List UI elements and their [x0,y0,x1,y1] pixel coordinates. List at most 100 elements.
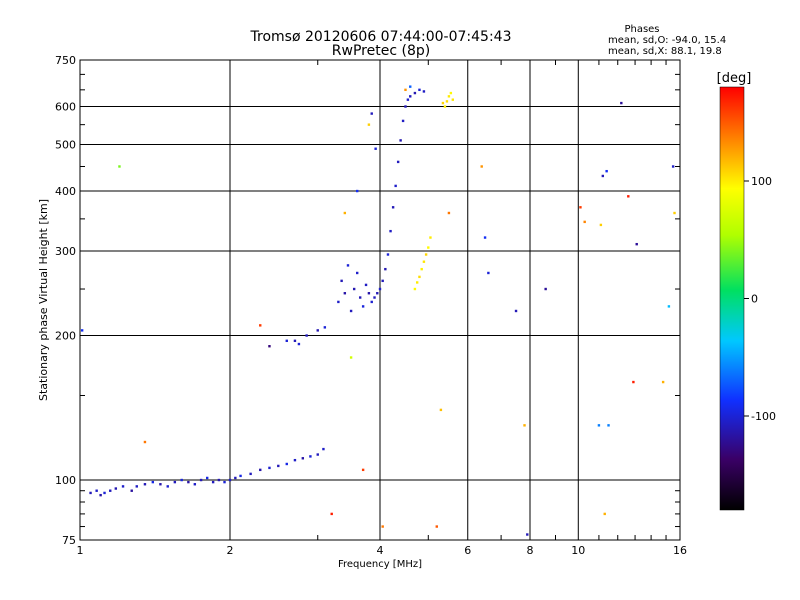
data-point [223,480,226,484]
data-point [118,165,121,168]
data-point [376,292,379,295]
data-point [349,309,353,313]
data-point [396,160,400,164]
data-point [95,489,98,492]
data-point [343,292,347,295]
colorbar-label: [deg] [717,71,752,86]
colorbar-ticks: 100 0 -100 [744,175,776,423]
data-point [409,95,412,98]
data-point [217,478,221,482]
data-point [316,453,319,456]
data-point [135,485,138,488]
y-tick-label: 300 [55,245,76,258]
data-point [259,468,262,472]
x-tick-label: 6 [464,544,471,557]
data-point [297,342,301,346]
y-tick-label: 600 [55,101,76,114]
data-point [401,119,405,123]
chart-subtitle: RwPretec (8p) [332,43,430,59]
data-point [268,345,271,348]
colorbar-tick-label: -100 [751,410,776,423]
data-point [205,476,209,480]
data-point [259,324,262,327]
data-point [605,169,608,173]
data-point [389,229,392,233]
stats-line-o: mean, sd,O: -94.0, 15.4 [608,35,726,46]
data-point [394,184,397,188]
data-point [293,339,297,343]
data-point [330,512,333,516]
data-point [109,489,112,492]
data-point [635,242,638,246]
data-point [301,457,305,460]
data-point [121,485,125,488]
data-points [80,85,676,536]
stats-line-x: mean, sd,X: 88.1, 19.8 [608,46,722,57]
x-tick-label: 16 [673,544,687,557]
data-point [316,329,319,332]
data-point [285,462,288,466]
data-point [373,296,376,299]
data-point [367,292,371,295]
data-point [239,474,242,478]
data-point [381,525,384,528]
colorbar-tick-label: 0 [751,293,758,306]
data-point [483,236,487,239]
data-point [514,309,518,313]
data-point [601,174,605,178]
data-point [671,165,675,168]
data-point [361,305,365,308]
data-point [234,476,237,480]
data-point [409,85,412,88]
data-point [130,489,133,492]
data-point [523,424,526,427]
data-point [480,165,483,168]
data-point [80,329,84,332]
data-point [447,211,451,215]
data-point [361,468,365,472]
data-point [632,380,635,384]
data-point [661,380,665,384]
y-tick-label: 400 [55,185,76,198]
data-point [364,283,368,287]
data-point [143,483,147,486]
y-tick-label: 100 [55,474,76,487]
data-point [603,512,606,516]
data-point [404,105,407,108]
data-point [166,485,169,488]
axis-ticks: 1 2 4 6 8 10 16 75 100 200 300 400 500 600 750 [55,54,687,557]
data-point [199,478,203,482]
data-point [378,287,382,291]
data-point [103,491,106,495]
x-tick-label: 8 [527,544,534,557]
chart-title: Tromsø 20120606 07:44:00-07:45:43 [250,29,512,45]
data-point [337,300,340,304]
y-tick-label: 75 [62,534,76,547]
data-point [99,493,102,497]
data-point [349,356,353,359]
data-point [187,480,190,484]
data-point [340,279,343,283]
data-point [544,287,547,291]
data-point [293,458,297,462]
data-point [422,260,426,263]
data-point [406,98,410,101]
y-tick-label: 750 [55,54,76,67]
data-point [343,211,347,215]
data-point [429,236,432,239]
data-point [386,253,390,256]
data-point [151,480,155,484]
data-point [384,267,387,271]
data-point [309,455,312,458]
data-point [583,220,586,224]
colorbar-tick-label: 100 [751,175,772,188]
data-point [607,424,610,427]
data-point [413,287,417,291]
data-point [439,408,443,412]
x-tick-label: 10 [571,544,585,557]
data-point [422,90,426,93]
data-point [391,206,395,209]
y-tick-label: 200 [55,330,76,343]
data-point [285,339,288,343]
